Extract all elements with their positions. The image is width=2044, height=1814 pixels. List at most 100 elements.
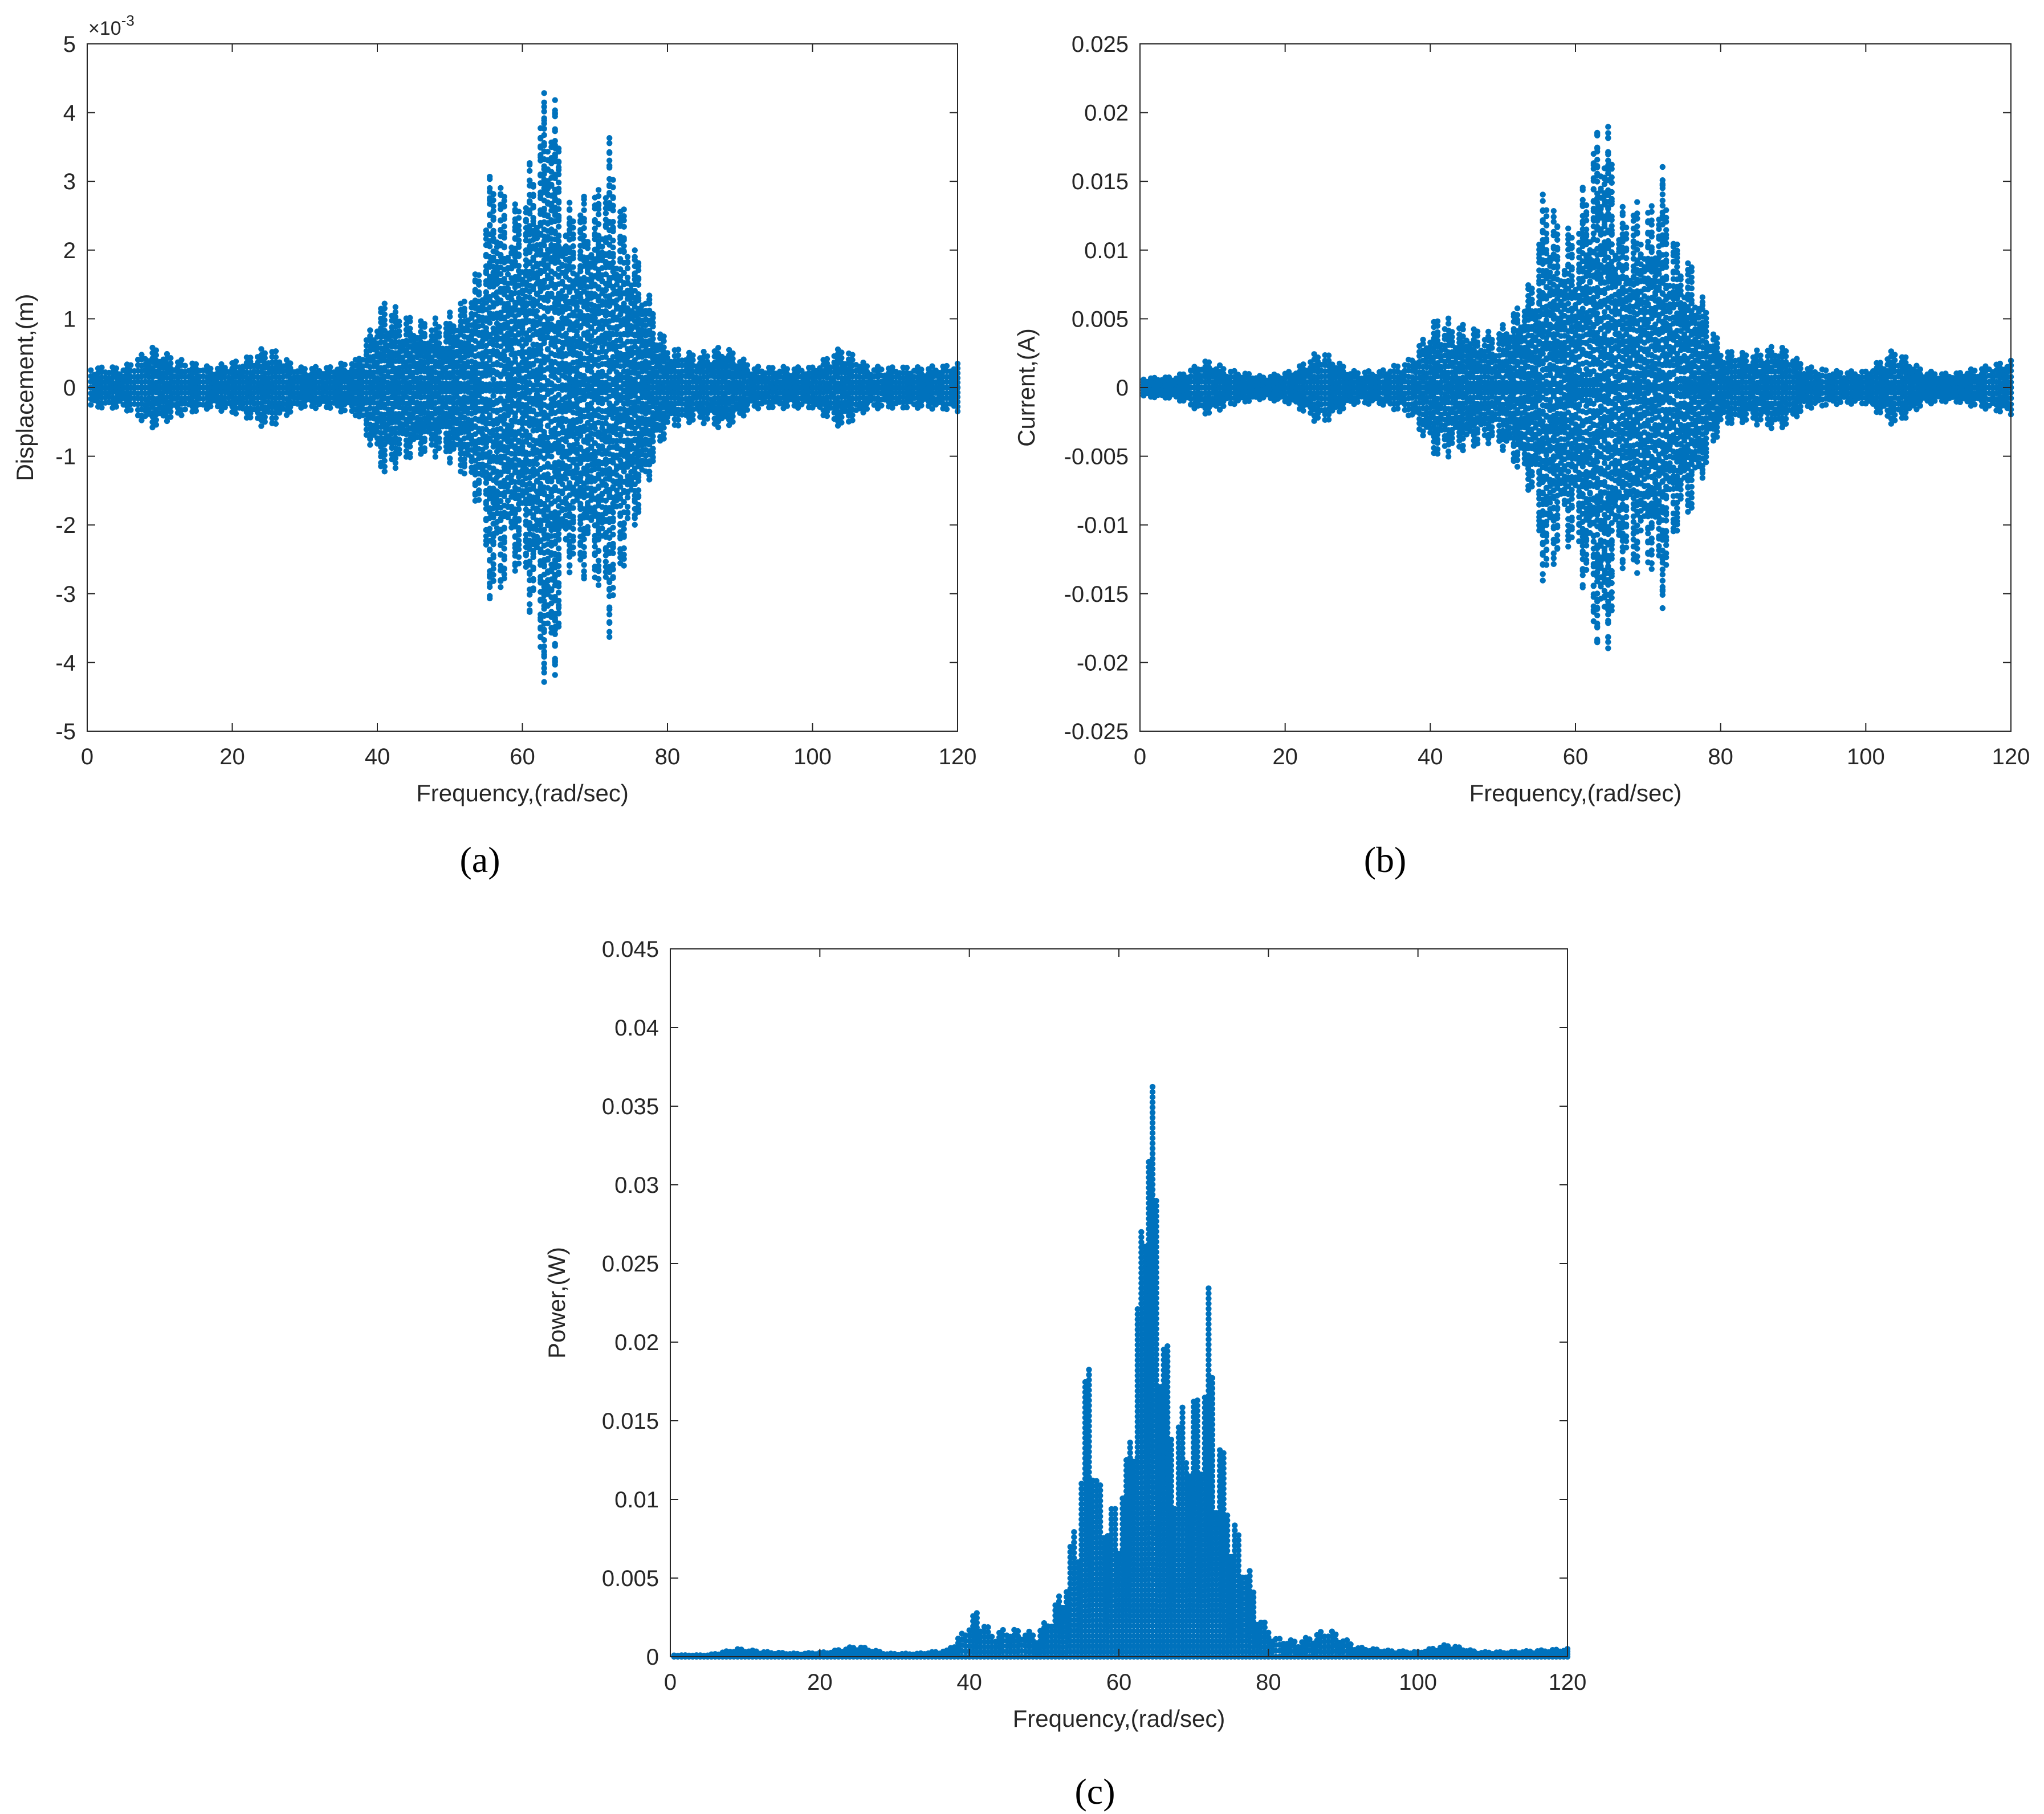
data-point — [552, 631, 558, 637]
data-point — [407, 443, 413, 450]
data-point — [541, 562, 547, 568]
data-point — [541, 679, 547, 685]
data-point — [247, 414, 254, 421]
data-point — [617, 433, 624, 439]
data-point — [548, 493, 555, 500]
data-point — [606, 157, 613, 164]
data-point — [515, 532, 522, 538]
data-point — [610, 518, 616, 524]
data-point — [610, 219, 616, 225]
data-point — [552, 126, 558, 132]
data-point — [435, 429, 442, 435]
data-point — [555, 158, 562, 165]
data-point — [287, 409, 294, 415]
data-point — [570, 264, 576, 270]
data-point — [515, 517, 522, 524]
data-point — [193, 361, 199, 368]
data-point — [272, 348, 279, 354]
data-point — [584, 530, 591, 537]
data-point — [570, 544, 576, 551]
data-point — [207, 403, 214, 410]
data-point — [447, 309, 453, 316]
data-point — [501, 203, 507, 210]
data-point — [632, 247, 638, 254]
data-point — [258, 346, 264, 352]
data-point — [555, 198, 562, 205]
data-point — [139, 352, 145, 358]
data-point — [650, 336, 656, 342]
data-point — [581, 544, 587, 551]
data-point — [570, 537, 576, 544]
data-point — [610, 251, 616, 257]
data-point — [581, 233, 587, 239]
data-point — [621, 562, 627, 569]
data-point — [512, 568, 518, 574]
data-point — [581, 575, 587, 582]
data-point — [475, 272, 482, 278]
data-point — [515, 560, 522, 566]
data-point — [541, 207, 547, 213]
data-point — [530, 566, 536, 573]
data-point — [490, 565, 496, 572]
data-point — [164, 350, 170, 357]
data-point — [595, 221, 602, 227]
data-point — [527, 168, 533, 174]
data-point — [570, 505, 576, 511]
data-point — [570, 525, 576, 532]
data-point — [555, 545, 562, 552]
data-point — [515, 237, 522, 243]
data-point — [435, 439, 442, 445]
data-point — [570, 243, 576, 250]
data-point — [570, 231, 576, 238]
data-point — [396, 450, 402, 456]
data-point — [624, 503, 631, 510]
data-point — [490, 191, 496, 198]
data-point — [168, 414, 174, 421]
data-point — [164, 418, 170, 425]
data-point — [527, 601, 533, 608]
data-point — [621, 235, 627, 241]
data-point — [541, 125, 547, 132]
data-point — [341, 407, 348, 414]
data-point — [552, 97, 558, 103]
data-point — [621, 545, 627, 552]
data-point — [381, 452, 388, 458]
data-point — [621, 243, 627, 249]
data-point — [247, 354, 254, 361]
data-point — [99, 364, 105, 371]
data-point — [501, 545, 507, 552]
data-point — [392, 304, 399, 311]
data-point — [602, 559, 609, 565]
data-point — [233, 410, 239, 417]
data-point — [483, 443, 490, 450]
data-point — [606, 140, 613, 146]
data-point — [541, 90, 547, 96]
data-point — [487, 449, 493, 455]
data-point — [113, 365, 120, 372]
data-point — [555, 531, 562, 537]
data-point — [555, 214, 562, 221]
data-point — [584, 238, 591, 245]
data-point — [461, 470, 467, 477]
data-point — [530, 202, 536, 209]
data-point — [610, 237, 616, 244]
data-point — [461, 305, 467, 312]
data-point — [595, 187, 602, 193]
data-point — [595, 548, 602, 555]
data-point — [632, 254, 638, 260]
data-point — [501, 223, 507, 230]
data-point — [396, 319, 402, 325]
data-point — [606, 135, 613, 141]
data-point — [247, 410, 254, 417]
data-point — [621, 270, 627, 276]
data-point — [99, 404, 105, 411]
data-point — [577, 248, 584, 255]
data-point — [407, 315, 413, 321]
data-point — [555, 623, 562, 630]
data-point — [302, 403, 308, 409]
data-point — [650, 331, 656, 337]
data-point — [490, 203, 496, 210]
data-point — [461, 298, 467, 305]
data-point — [530, 554, 536, 560]
data-point — [515, 251, 522, 258]
